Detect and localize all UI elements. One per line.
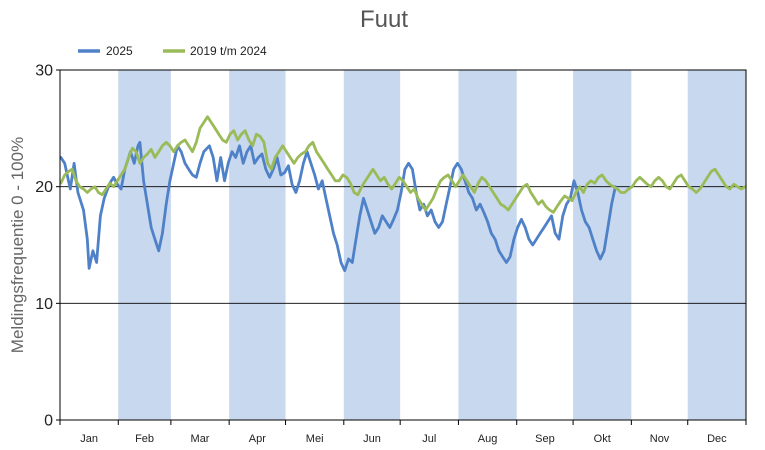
x-tick-label-okt: Okt xyxy=(594,433,611,445)
x-tick-label-dec: Dec xyxy=(707,433,727,445)
y-ticks: 0 10 20 30 xyxy=(35,63,60,430)
series-lines xyxy=(59,115,747,273)
month-band-jun xyxy=(343,70,401,420)
plot-frame xyxy=(59,69,747,421)
month-band-aug xyxy=(458,70,517,420)
x-tick-label-aug: Aug xyxy=(478,433,498,445)
x-tick-label-apr: Apr xyxy=(249,433,266,445)
legend-label-2025: 2025 xyxy=(106,44,133,58)
month-band-okt xyxy=(573,70,632,420)
legend-label-2019-2024: 2019 t/m 2024 xyxy=(190,44,267,58)
x-tick-label-mar: Mar xyxy=(191,433,210,445)
series-line-1 xyxy=(59,115,747,214)
chart-title: Fuut xyxy=(360,6,408,33)
y-tick-label-0: 0 xyxy=(44,413,53,430)
month-band-feb xyxy=(118,70,171,420)
x-tick-label-feb: Feb xyxy=(135,433,154,445)
x-tick-label-jun: Jun xyxy=(363,433,381,445)
y-tick-label-20: 20 xyxy=(35,179,53,196)
series-line-0 xyxy=(59,140,617,273)
legend: 2025 2019 t/m 2024 xyxy=(78,44,267,58)
y-tick-label-10: 10 xyxy=(35,296,53,313)
x-tick-label-sep: Sep xyxy=(535,433,555,445)
month-shading xyxy=(118,70,746,420)
x-tick-label-jan: Jan xyxy=(80,433,98,445)
y-tick-label-30: 30 xyxy=(35,63,53,80)
x-tick-label-mei: Mei xyxy=(306,433,324,445)
x-ticks: Jan Feb Mar Apr Mei Jun Jul Aug Sep Okt Nov Dec xyxy=(59,420,747,445)
y-axis-label: Meldingsfrequentie 0 - 100% xyxy=(8,137,27,353)
month-band-apr xyxy=(229,70,286,420)
month-band-dec xyxy=(687,70,746,420)
x-tick-label-jul: Jul xyxy=(422,433,436,445)
x-tick-label-nov: Nov xyxy=(650,433,670,445)
